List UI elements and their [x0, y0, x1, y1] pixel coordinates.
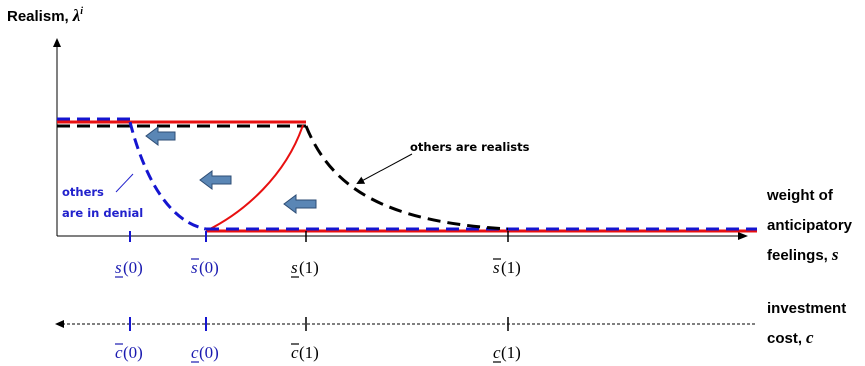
- red-curve: [205, 124, 304, 232]
- left-arrow-3: [283, 194, 317, 214]
- left-arrow-2: [199, 170, 232, 190]
- c-tick-letter-2: c: [191, 343, 199, 362]
- c-tick-letter-3: c: [291, 343, 299, 362]
- c-tick-arg-4: (1): [501, 343, 521, 362]
- c-tick-label-1: c (0): [115, 343, 143, 362]
- annotation-denial-line1: others: [62, 185, 104, 199]
- c-tick-letter-1: c: [115, 343, 123, 362]
- c-tick-arg-1: (0): [123, 343, 143, 362]
- s-tick-label-1: s (0): [115, 258, 143, 278]
- c-tick-arg-2: (0): [199, 343, 219, 362]
- y-axis-title: Realism, λi: [7, 6, 83, 25]
- x-axis-c-arrowhead: [55, 320, 64, 328]
- blue-dashed-curve: [128, 121, 207, 231]
- annotation-realists: others are realists: [410, 140, 530, 154]
- s-tick-arg-3: (1): [299, 258, 319, 277]
- c-tick-label-4: c (1): [493, 343, 521, 363]
- black-dashed-curve: [304, 125, 509, 231]
- s-tick-letter-2: s: [191, 258, 198, 277]
- s-tick-label-4: s (1): [493, 258, 521, 277]
- s-tick-arg-2: (0): [199, 258, 219, 277]
- x-axis-s-arrowhead: [738, 232, 748, 240]
- y-axis-arrowhead: [53, 38, 61, 47]
- s-tick-label-3: s (1): [291, 258, 319, 278]
- x-axis-c-label-line2: cost, c: [767, 328, 814, 347]
- s-tick-letter-4: s: [493, 258, 500, 277]
- x-axis-c-label-line1: investment: [767, 300, 846, 317]
- left-arrow-1: [145, 126, 176, 146]
- c-tick-label-2: c (0): [191, 343, 219, 363]
- annotation-realists-pointer: [356, 153, 413, 184]
- x-axis-s-label-line2: anticipatory: [767, 217, 853, 234]
- s-tick-letter-3: s: [291, 258, 298, 277]
- annotation-denial-pointer: [115, 173, 134, 193]
- s-tick-letter-1: s: [115, 258, 122, 277]
- x-axis-s-label-line1: weight of: [766, 187, 834, 204]
- s-tick-arg-4: (1): [501, 258, 521, 277]
- c-tick-letter-4: c: [493, 343, 501, 362]
- x-axis-s-label-line3: feelings, s: [767, 245, 839, 264]
- s-tick-arg-1: (0): [123, 258, 143, 277]
- c-tick-arg-3: (1): [299, 343, 319, 362]
- s-tick-label-2: s (0): [191, 258, 219, 277]
- annotation-denial-line2: are in denial: [62, 206, 143, 220]
- c-tick-label-3: c (1): [291, 343, 319, 362]
